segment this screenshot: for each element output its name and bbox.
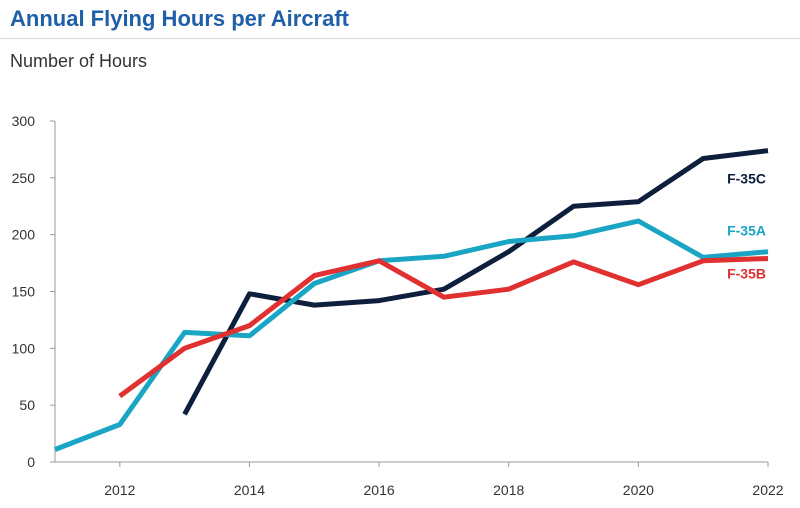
series-label-f-35a: F-35A [727,223,766,239]
y-tick-label: 300 [12,113,36,129]
y-tick-label: 0 [27,454,35,470]
y-tick-label: 200 [12,227,36,243]
title-divider [0,38,800,39]
x-tick-label: 2012 [104,482,135,498]
x-tick-label: 2022 [752,482,783,498]
y-axis-title: Number of Hours [10,51,148,71]
y-tick-label: 150 [12,284,36,300]
series-line-f-35c [182,148,769,416]
y-tick-label: 100 [12,340,36,356]
chart-title: Annual Flying Hours per Aircraft [10,6,350,31]
x-tick-label: 2020 [623,482,654,498]
y-tick-label: 250 [12,170,36,186]
series-label-f-35c: F-35C [727,171,766,187]
series-line-f-35b [118,256,769,399]
series-label-f-35b: F-35B [727,266,766,282]
x-tick-label: 2014 [234,482,265,498]
x-tick-label: 2016 [364,482,395,498]
y-tick-label: 50 [19,397,35,413]
x-tick-label: 2018 [493,482,524,498]
series-line-f-35a [54,218,769,452]
